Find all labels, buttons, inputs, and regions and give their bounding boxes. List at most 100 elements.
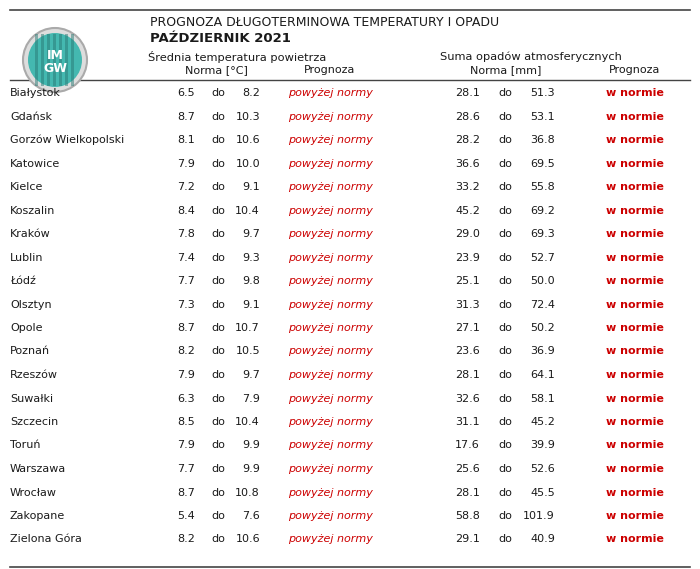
Text: Opole: Opole [10, 323, 43, 333]
Text: Gdańsk: Gdańsk [10, 112, 52, 122]
Text: 45.2: 45.2 [455, 205, 480, 216]
Text: 10.8: 10.8 [235, 488, 260, 497]
Text: Olsztyn: Olsztyn [10, 299, 52, 310]
Text: 31.3: 31.3 [456, 299, 480, 310]
Text: 7.6: 7.6 [242, 511, 260, 521]
Text: Suma opadów atmosferycznych: Suma opadów atmosferycznych [440, 52, 622, 62]
Text: do: do [498, 347, 512, 357]
Text: Norma [mm]: Norma [mm] [470, 65, 541, 75]
Text: do: do [498, 112, 512, 122]
Text: w normie: w normie [606, 323, 664, 333]
Text: Poznań: Poznań [10, 347, 50, 357]
Text: do: do [211, 347, 225, 357]
Text: Prognoza: Prognoza [609, 65, 661, 75]
Text: 7.8: 7.8 [177, 229, 195, 239]
Text: w normie: w normie [606, 394, 664, 403]
Text: do: do [211, 534, 225, 545]
Text: w normie: w normie [606, 417, 664, 427]
Text: do: do [498, 394, 512, 403]
Text: do: do [211, 229, 225, 239]
Text: 50.2: 50.2 [531, 323, 555, 333]
Text: IM: IM [47, 48, 64, 61]
Text: 23.9: 23.9 [455, 253, 480, 262]
Text: w normie: w normie [606, 299, 664, 310]
Text: 7.9: 7.9 [177, 370, 195, 380]
Text: 69.3: 69.3 [531, 229, 555, 239]
Text: do: do [211, 370, 225, 380]
Text: powyżej normy: powyżej normy [288, 159, 372, 168]
Text: w normie: w normie [606, 159, 664, 168]
Circle shape [28, 33, 82, 87]
Text: do: do [211, 205, 225, 216]
Text: do: do [498, 440, 512, 451]
Text: do: do [498, 323, 512, 333]
Text: do: do [498, 182, 512, 192]
Text: 101.9: 101.9 [524, 511, 555, 521]
Text: Koszalin: Koszalin [10, 205, 55, 216]
Text: do: do [498, 276, 512, 286]
Text: w normie: w normie [606, 112, 664, 122]
Text: 45.2: 45.2 [530, 417, 555, 427]
Text: 36.6: 36.6 [456, 159, 480, 168]
Text: 55.8: 55.8 [531, 182, 555, 192]
Text: 7.7: 7.7 [177, 276, 195, 286]
Text: do: do [211, 511, 225, 521]
Text: do: do [211, 464, 225, 474]
Text: Lublin: Lublin [10, 253, 43, 262]
Text: do: do [498, 534, 512, 545]
Text: 7.2: 7.2 [177, 182, 195, 192]
Circle shape [23, 28, 87, 92]
Text: do: do [211, 276, 225, 286]
Text: 5.4: 5.4 [177, 511, 195, 521]
Text: GW: GW [43, 61, 67, 75]
Text: powyżej normy: powyżej normy [288, 440, 372, 451]
Bar [59, 34, 62, 86]
Text: 32.6: 32.6 [455, 394, 480, 403]
Text: w normie: w normie [606, 135, 664, 145]
Text: 28.1: 28.1 [455, 488, 480, 497]
Text: 7.7: 7.7 [177, 464, 195, 474]
Text: Gorzów Wielkopolski: Gorzów Wielkopolski [10, 135, 125, 145]
Text: powyżej normy: powyżej normy [288, 394, 372, 403]
Text: 72.4: 72.4 [530, 299, 555, 310]
Text: Suwałki: Suwałki [10, 394, 53, 403]
Text: Prognoza: Prognoza [304, 65, 356, 75]
Text: 17.6: 17.6 [455, 440, 480, 451]
Text: do: do [498, 135, 512, 145]
Text: do: do [211, 88, 225, 98]
Text: w normie: w normie [606, 534, 664, 545]
Text: 8.1: 8.1 [177, 135, 195, 145]
Text: 8.7: 8.7 [177, 488, 195, 497]
Text: 27.1: 27.1 [455, 323, 480, 333]
Text: Zakopane: Zakopane [10, 511, 65, 521]
Bar [35, 34, 38, 86]
Text: w normie: w normie [606, 347, 664, 357]
Text: Średnia temperatura powietrza: Średnia temperatura powietrza [148, 51, 326, 63]
Text: 10.7: 10.7 [235, 323, 260, 333]
Text: 28.1: 28.1 [455, 88, 480, 98]
Text: w normie: w normie [606, 488, 664, 497]
Text: w normie: w normie [606, 276, 664, 286]
Text: do: do [498, 511, 512, 521]
Text: do: do [498, 88, 512, 98]
Text: 8.5: 8.5 [177, 417, 195, 427]
Text: PAŹDZIERNIK 2021: PAŹDZIERNIK 2021 [150, 31, 291, 44]
Text: w normie: w normie [606, 182, 664, 192]
Text: Warszawa: Warszawa [10, 464, 66, 474]
Text: 28.1: 28.1 [455, 370, 480, 380]
Text: w normie: w normie [606, 88, 664, 98]
Text: w normie: w normie [606, 440, 664, 451]
Text: 53.1: 53.1 [531, 112, 555, 122]
Text: Łódź: Łódź [10, 276, 36, 286]
Text: powyżej normy: powyżej normy [288, 88, 372, 98]
Text: 36.9: 36.9 [531, 347, 555, 357]
Text: powyżej normy: powyżej normy [288, 323, 372, 333]
Text: 9.7: 9.7 [242, 370, 260, 380]
Text: 9.1: 9.1 [242, 182, 260, 192]
Text: do: do [211, 135, 225, 145]
Text: do: do [211, 323, 225, 333]
Text: powyżej normy: powyżej normy [288, 253, 372, 262]
Text: do: do [498, 253, 512, 262]
Text: w normie: w normie [606, 370, 664, 380]
Text: Rzeszów: Rzeszów [10, 370, 58, 380]
